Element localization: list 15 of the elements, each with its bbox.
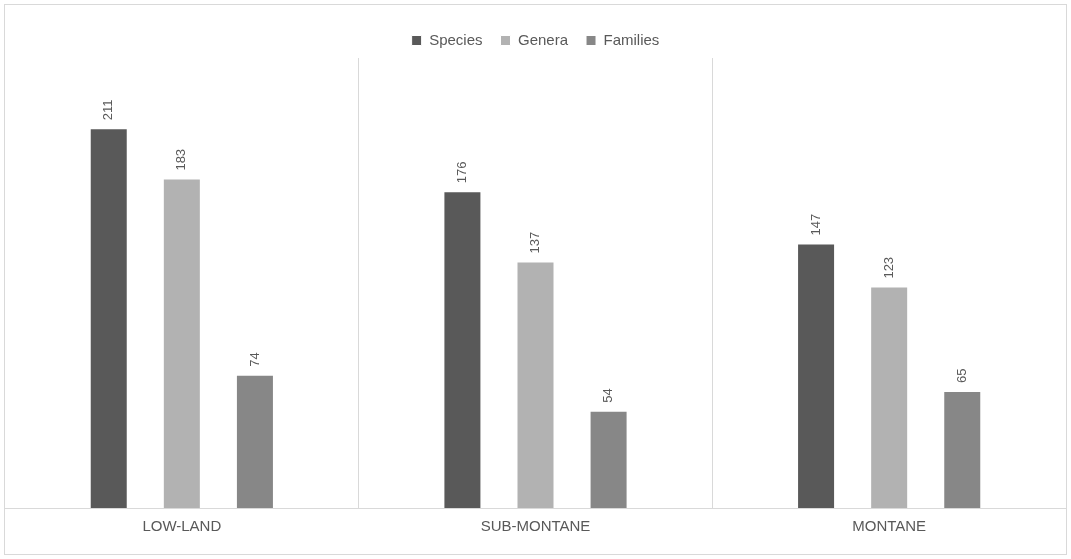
data-label: 74 bbox=[246, 352, 262, 367]
x-tick-label: LOW-LAND bbox=[142, 517, 222, 535]
data-label: 183 bbox=[173, 148, 189, 171]
x-tick-label: MONTANE bbox=[852, 517, 927, 535]
legend-label: Species bbox=[429, 30, 483, 48]
data-label: 137 bbox=[527, 231, 543, 254]
legend-label: Families bbox=[603, 30, 660, 48]
data-label: 176 bbox=[453, 161, 469, 184]
data-label: 65 bbox=[953, 368, 969, 383]
data-label: 147 bbox=[807, 213, 823, 236]
data-label: 211 bbox=[100, 99, 116, 121]
data-label: 123 bbox=[880, 256, 896, 279]
data-label: 54 bbox=[600, 388, 616, 403]
legend-label: Genera bbox=[518, 30, 569, 48]
x-tick-label: SUB-MONTANE bbox=[480, 517, 591, 535]
